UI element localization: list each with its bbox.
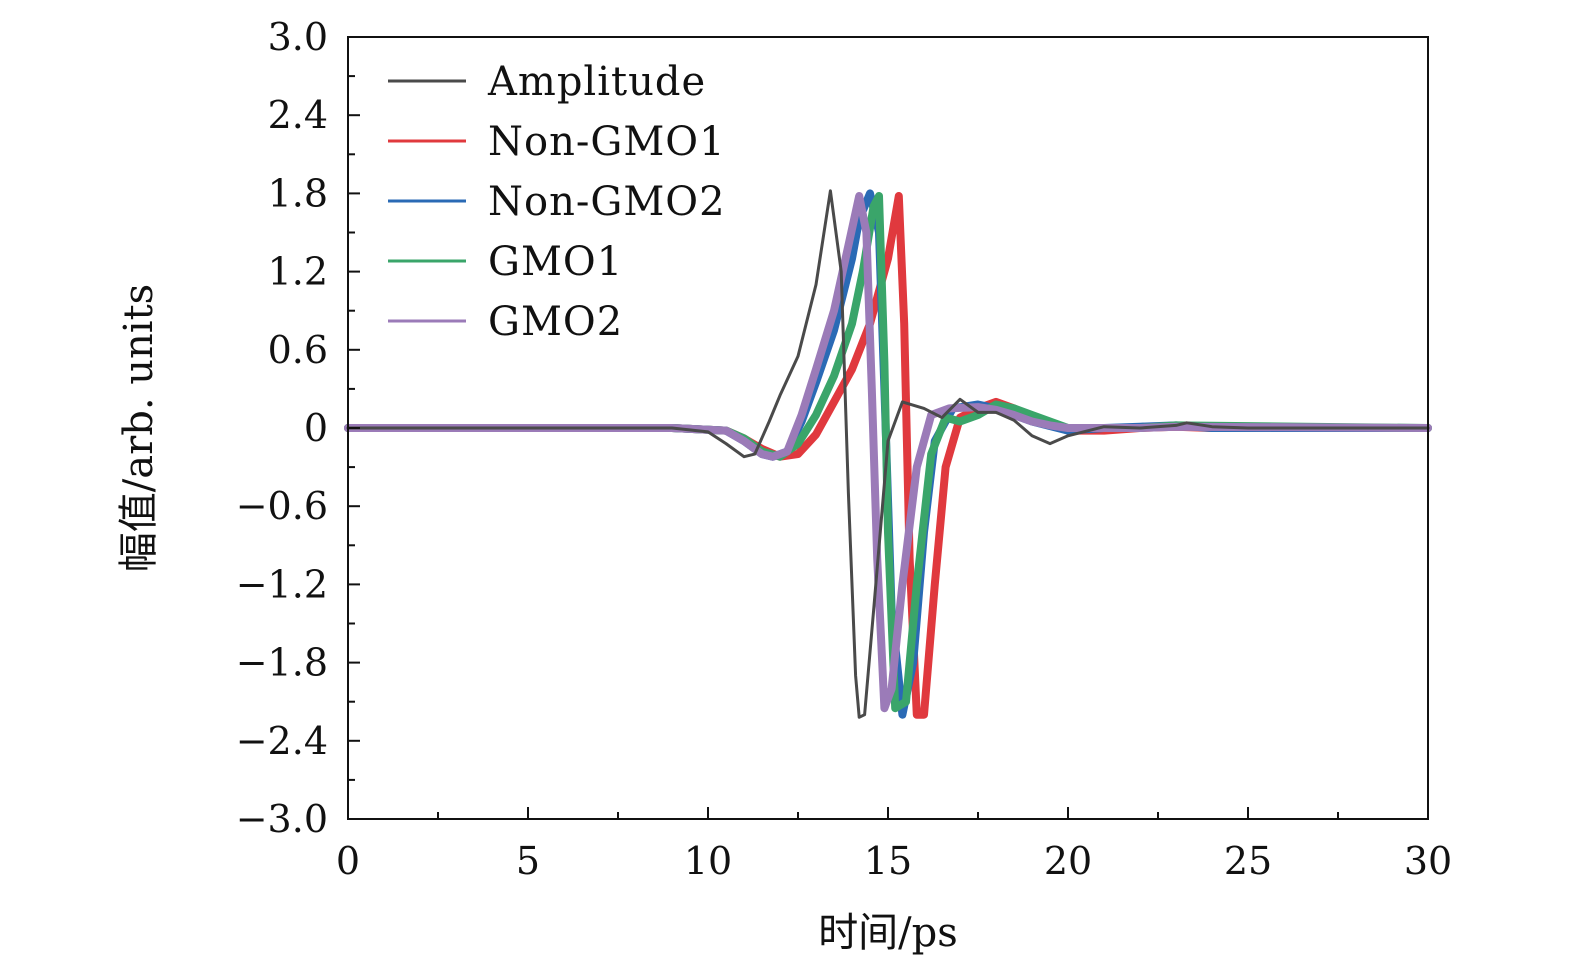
legend-label-non-gmo2: Non-GMO2 bbox=[488, 179, 726, 225]
axis-ticks: 0 5 10 15 20 25 30 3.0 2.4 1.8 1.2 0.6 0 −0.6 −1.2 −1.8… bbox=[236, 15, 1452, 883]
y-axis-title: 幅值/arb. units bbox=[116, 284, 162, 572]
x-axis-title: 时间/ps bbox=[818, 910, 958, 956]
x-tick-label: 20 bbox=[1044, 839, 1092, 883]
y-tick-label: −1.8 bbox=[236, 641, 328, 685]
x-tick-label: 30 bbox=[1404, 839, 1452, 883]
x-tick-label: 0 bbox=[336, 839, 360, 883]
series-line-gmo2 bbox=[344, 192, 1432, 713]
legend: Amplitude Non-GMO1 Non-GMO2 GMO1 GMO2 bbox=[388, 59, 726, 345]
x-tick-label: 15 bbox=[864, 839, 912, 883]
legend-label-gmo1: GMO1 bbox=[488, 239, 623, 285]
y-tick-label: 1.8 bbox=[268, 171, 328, 215]
y-tick-label: 0.6 bbox=[268, 328, 328, 372]
legend-label-gmo2: GMO2 bbox=[488, 299, 623, 345]
legend-label-non-gmo1: Non-GMO1 bbox=[488, 119, 726, 165]
x-tick-label: 25 bbox=[1224, 839, 1272, 883]
x-tick-label: 10 bbox=[684, 839, 732, 883]
legend-label-amplitude: Amplitude bbox=[487, 59, 706, 105]
series-line-amplitude bbox=[346, 189, 1430, 719]
x-tick-label: 5 bbox=[516, 839, 540, 883]
plot-series-group bbox=[344, 189, 1432, 719]
y-tick-label: 2.4 bbox=[268, 93, 328, 137]
y-tick-label: 3.0 bbox=[268, 15, 328, 59]
y-tick-label: 0 bbox=[304, 406, 328, 450]
y-tick-label: −2.4 bbox=[236, 719, 328, 763]
y-tick-label: −0.6 bbox=[236, 484, 328, 528]
y-tick-label: 1.2 bbox=[268, 250, 328, 294]
y-tick-label: −3.0 bbox=[236, 797, 328, 841]
y-tick-label: −1.2 bbox=[236, 562, 328, 606]
